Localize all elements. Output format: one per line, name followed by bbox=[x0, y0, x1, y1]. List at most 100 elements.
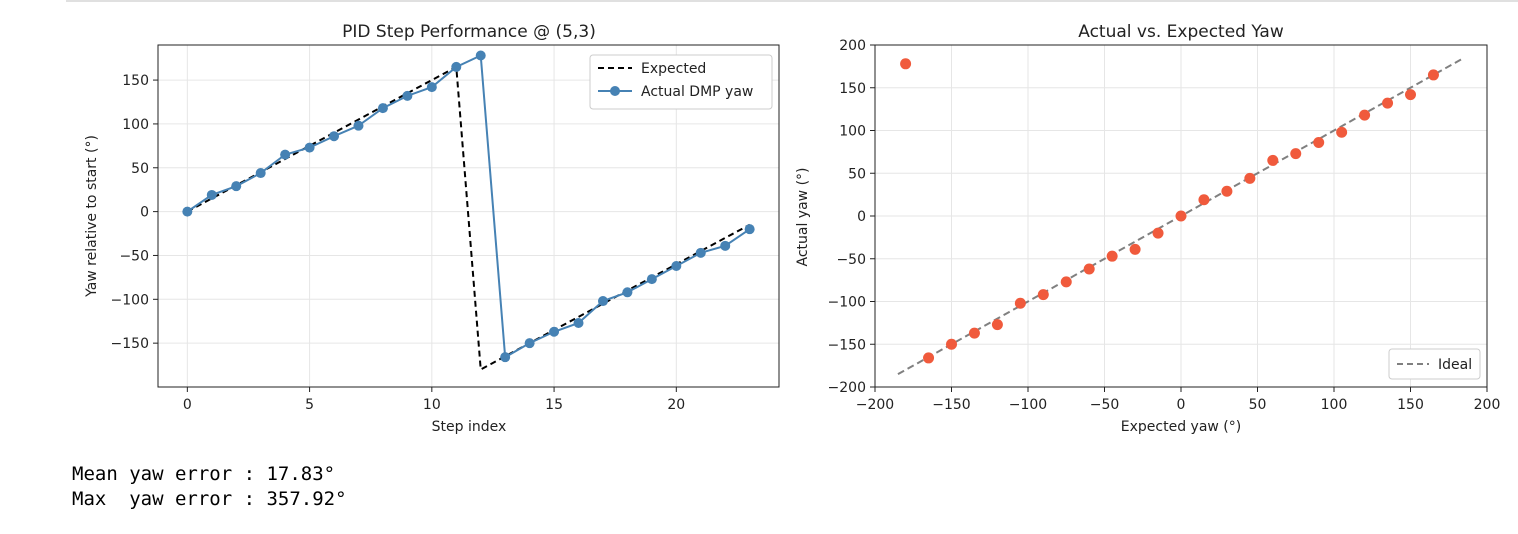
series-line bbox=[186, 65, 751, 372]
chart-right-series bbox=[897, 56, 1465, 376]
data-point bbox=[182, 206, 193, 217]
legend-ideal-label: Ideal bbox=[1438, 357, 1472, 373]
scatter-point bbox=[1427, 69, 1439, 81]
scatter-point bbox=[900, 58, 912, 70]
scatter-point bbox=[923, 352, 935, 364]
chart-left-ticks: 0 5 10 15 20 −150 −100 −50 0 50 100 150 bbox=[111, 73, 686, 413]
data-point bbox=[304, 142, 315, 153]
y-tick-label: −200 bbox=[828, 380, 866, 396]
x-tick-label: −150 bbox=[932, 397, 970, 413]
data-point bbox=[671, 260, 682, 271]
data-point bbox=[280, 149, 291, 160]
scatter-point bbox=[1060, 276, 1072, 288]
chart-left-title: PID Step Performance @ (5,3) bbox=[342, 22, 596, 42]
x-tick-label: 200 bbox=[1474, 397, 1501, 413]
y-tick-label: −150 bbox=[828, 337, 866, 353]
data-point bbox=[549, 326, 560, 337]
x-tick-label: 10 bbox=[423, 397, 441, 413]
data-point bbox=[524, 338, 535, 349]
chart-left-series bbox=[182, 50, 755, 372]
scatter-point bbox=[1129, 243, 1141, 255]
x-tick-label: −50 bbox=[1090, 397, 1120, 413]
data-point bbox=[573, 317, 584, 328]
chart-right-legend: Ideal bbox=[1388, 348, 1481, 380]
data-point bbox=[597, 296, 608, 307]
legend-box bbox=[1388, 348, 1481, 380]
mean-yaw-error-line: Mean yaw error : 17.83° bbox=[72, 463, 336, 485]
x-tick-label: −200 bbox=[856, 397, 894, 413]
data-point bbox=[451, 61, 462, 72]
y-tick-label: 100 bbox=[839, 124, 866, 140]
data-point bbox=[353, 120, 364, 131]
data-point bbox=[500, 352, 511, 363]
scatter-point bbox=[1244, 172, 1256, 184]
x-tick-label: 20 bbox=[667, 397, 685, 413]
scatter-point bbox=[946, 338, 957, 350]
scatter-point bbox=[968, 327, 980, 339]
chart-left-frame bbox=[157, 44, 780, 388]
data-point bbox=[426, 82, 437, 93]
x-tick-label: 15 bbox=[545, 397, 563, 413]
legend-expected-label: Expected bbox=[641, 61, 706, 77]
chart-left-xlabel: Step index bbox=[432, 419, 507, 435]
x-tick-label: 0 bbox=[1177, 397, 1186, 413]
scatter-point bbox=[1267, 154, 1279, 166]
scatter-point bbox=[1405, 89, 1416, 101]
data-point bbox=[329, 131, 340, 142]
x-tick-label: 0 bbox=[183, 397, 192, 413]
cell-output: Mean yaw error : 17.83° Max yaw error : 3… bbox=[72, 462, 347, 512]
y-tick-label: 200 bbox=[839, 38, 866, 54]
scatter-point bbox=[1382, 97, 1394, 109]
data-point bbox=[206, 189, 217, 200]
y-tick-label: 0 bbox=[857, 209, 866, 225]
legend-actual-label: Actual DMP yaw bbox=[641, 84, 753, 100]
chart-left: PID Step Performance @ (5,3) 0 5 10 15 20 −15… bbox=[84, 22, 780, 435]
x-tick-label: 100 bbox=[1321, 397, 1348, 413]
y-tick-label: −150 bbox=[111, 336, 149, 352]
data-point bbox=[377, 103, 388, 114]
scatter-point bbox=[1083, 263, 1095, 275]
legend-actual-marker bbox=[610, 86, 620, 96]
scatter-point bbox=[1336, 126, 1348, 138]
chart-right: Actual vs. Expected Yaw −200 −150 −100 −50 0… bbox=[795, 22, 1500, 435]
x-tick-label: 150 bbox=[1397, 397, 1424, 413]
y-tick-label: 150 bbox=[122, 73, 149, 89]
data-point bbox=[695, 247, 706, 258]
y-tick-label: 50 bbox=[848, 166, 866, 182]
x-tick-label: −100 bbox=[1009, 397, 1047, 413]
y-tick-label: 150 bbox=[839, 81, 866, 97]
scatter-point bbox=[1198, 194, 1210, 206]
scatter-point bbox=[1014, 297, 1026, 309]
data-point bbox=[720, 240, 731, 251]
y-tick-label: −100 bbox=[111, 292, 149, 308]
chart-right-title: Actual vs. Expected Yaw bbox=[1078, 22, 1284, 42]
scatter-point bbox=[1037, 289, 1049, 301]
chart-left-ylabel: Yaw relative to start (°) bbox=[84, 135, 100, 298]
data-point bbox=[231, 181, 242, 192]
scatter-point bbox=[1106, 250, 1118, 262]
data-point bbox=[255, 168, 266, 179]
chart-left-legend: Expected Actual DMP yaw bbox=[589, 54, 773, 110]
scatter-point bbox=[991, 319, 1003, 331]
chart-right-ticks: −200 −150 −100 −50 0 50 100 150 200 −200 −150 −100 −… bbox=[828, 38, 1501, 413]
y-tick-label: 50 bbox=[131, 161, 149, 177]
data-point bbox=[744, 224, 755, 235]
data-point bbox=[622, 287, 633, 298]
scatter-point bbox=[1175, 210, 1187, 222]
x-tick-label: 5 bbox=[305, 397, 314, 413]
scatter-point bbox=[1152, 227, 1164, 239]
x-tick-label: 50 bbox=[1249, 397, 1267, 413]
chart-right-grid bbox=[874, 44, 1488, 388]
scatter-point bbox=[1359, 109, 1371, 121]
y-tick-label: 100 bbox=[122, 117, 149, 133]
scatter-point bbox=[1290, 148, 1302, 160]
data-point bbox=[402, 90, 413, 101]
cell-top-rule bbox=[66, 0, 1518, 2]
y-tick-label: −100 bbox=[828, 295, 866, 311]
chart-right-xlabel: Expected yaw (°) bbox=[1121, 419, 1241, 435]
legend-box bbox=[589, 54, 773, 110]
y-tick-label: 0 bbox=[140, 205, 149, 221]
figure-canvas: PID Step Performance @ (5,3) 0 5 10 15 20 −15… bbox=[84, 22, 1500, 435]
scatter-point bbox=[1221, 185, 1233, 197]
chart-right-ylabel: Actual yaw (°) bbox=[795, 168, 811, 267]
